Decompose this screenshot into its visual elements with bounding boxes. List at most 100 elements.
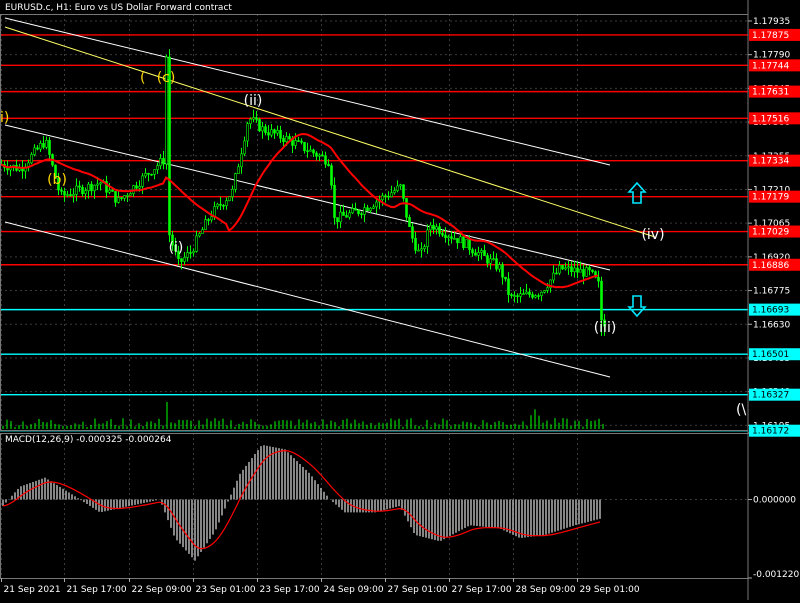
candle-body	[258, 119, 261, 132]
candle-body	[360, 213, 363, 216]
candle-body	[456, 238, 459, 244]
candle	[222, 204, 225, 210]
candle-body	[402, 184, 405, 199]
candle	[81, 184, 84, 197]
candle	[552, 265, 555, 284]
candle-body	[66, 194, 69, 196]
candle-body	[564, 267, 567, 270]
candle-body	[228, 196, 231, 202]
x-tick-label: 27 Sep 17:00	[452, 585, 512, 595]
candle	[456, 238, 459, 249]
edge-wave-label: i)	[0, 110, 9, 126]
candle-body	[579, 269, 582, 273]
macd-title: MACD(12,26,9) -0.000325 -0.000264	[5, 435, 172, 445]
candle	[342, 204, 345, 216]
candle	[279, 125, 282, 143]
candle-body	[309, 149, 312, 152]
candle-body	[597, 276, 600, 282]
candle	[396, 180, 399, 193]
candle-body	[432, 224, 435, 230]
candle	[114, 191, 117, 207]
arrow-down-icon	[627, 295, 647, 318]
candle	[534, 294, 537, 299]
candle-body	[513, 295, 516, 297]
candle	[255, 110, 258, 123]
signal-arrows	[627, 181, 647, 318]
candle	[258, 117, 261, 132]
price-level-label: 1.17516	[752, 114, 789, 124]
candle-body	[516, 295, 519, 297]
candle	[435, 223, 438, 235]
price-level-label: 1.17179	[752, 193, 789, 203]
candle-body	[150, 173, 153, 176]
candle	[324, 151, 327, 168]
wave-label: (ii)	[244, 93, 263, 109]
candle	[450, 230, 453, 244]
candle-body	[459, 236, 462, 244]
candle-body	[375, 201, 378, 208]
candle-body	[84, 190, 87, 195]
candle-body	[204, 219, 207, 230]
candle-body	[273, 129, 276, 134]
candle	[72, 188, 75, 203]
candle-body	[582, 269, 585, 277]
candle	[528, 288, 531, 298]
candle	[567, 260, 570, 275]
candle-body	[105, 181, 108, 193]
price-level-label: 1.17029	[752, 228, 789, 238]
candle	[306, 142, 309, 158]
candle	[63, 187, 66, 202]
candle-body	[57, 178, 60, 191]
candle	[465, 239, 468, 249]
candle	[108, 183, 111, 195]
candle-body	[120, 197, 123, 199]
candle	[288, 133, 291, 140]
price-level-label: 1.16886	[752, 261, 789, 271]
candle-body	[42, 143, 45, 148]
price-level-label: 1.17631	[752, 88, 789, 98]
candle	[579, 261, 582, 273]
candle	[597, 270, 600, 288]
candle-body	[144, 173, 147, 177]
candle-body	[552, 272, 555, 281]
candle	[87, 182, 90, 199]
candle	[159, 154, 162, 170]
candle	[216, 202, 219, 210]
candle-body	[477, 252, 480, 256]
candle-body	[129, 193, 132, 196]
candle	[30, 152, 33, 165]
candle-body	[279, 130, 282, 139]
candle-body	[429, 224, 432, 231]
ma-line	[0, 132, 599, 289]
candle	[168, 49, 171, 243]
candle-body	[324, 155, 327, 165]
y-tick-label: 1.16775	[753, 287, 790, 297]
candle	[54, 164, 57, 179]
candle	[471, 247, 474, 257]
candle-body	[219, 203, 222, 206]
candle-body	[417, 249, 420, 252]
candle	[429, 222, 432, 237]
candle	[120, 197, 123, 201]
candle	[600, 276, 603, 336]
candle	[573, 260, 576, 278]
candle-body	[339, 211, 342, 223]
candle-body	[189, 252, 192, 254]
candle-body	[330, 165, 333, 186]
y-tick-label: 1.16630	[753, 320, 790, 330]
candle-body	[414, 237, 417, 251]
candle-body	[264, 126, 267, 133]
candle	[393, 187, 396, 195]
candle	[144, 168, 147, 179]
candle-body	[312, 149, 315, 154]
candle	[42, 135, 45, 150]
candle	[315, 151, 318, 161]
candle-body	[390, 192, 393, 197]
candle-body	[549, 279, 552, 289]
candle-body	[573, 267, 576, 273]
macd-signal-line	[2, 449, 601, 550]
candle	[264, 123, 267, 136]
candle-body	[141, 175, 144, 187]
